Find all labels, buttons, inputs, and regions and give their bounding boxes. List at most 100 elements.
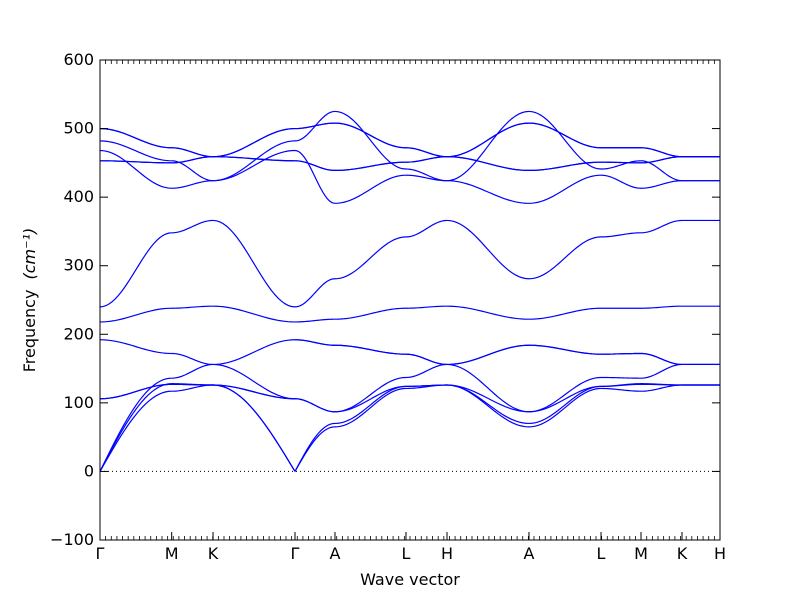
band-line xyxy=(213,339,296,366)
band-line xyxy=(405,384,448,387)
x-tick-label: M xyxy=(165,544,179,563)
band-line xyxy=(99,149,172,189)
band-line xyxy=(528,174,602,204)
band-line xyxy=(447,156,529,171)
x-tick-label: L xyxy=(402,544,411,563)
band-line xyxy=(99,390,172,472)
band-line xyxy=(213,384,296,400)
band-line xyxy=(601,383,642,387)
band-line xyxy=(334,122,406,149)
band-line xyxy=(528,110,602,170)
band-line xyxy=(213,305,296,323)
band-line xyxy=(640,219,683,234)
band-line xyxy=(641,305,682,309)
band-line xyxy=(171,352,214,366)
band-line xyxy=(294,278,336,308)
band-line xyxy=(405,305,448,309)
band-line xyxy=(213,140,296,182)
band-line xyxy=(171,363,214,379)
band-line xyxy=(640,363,683,379)
band-line xyxy=(334,344,406,355)
band-line xyxy=(99,307,172,323)
band-line xyxy=(334,110,407,170)
band-lines xyxy=(99,110,720,472)
y-tick-label: 300 xyxy=(63,256,94,275)
x-tick-label: M xyxy=(634,544,648,563)
band-line xyxy=(528,236,602,280)
x-tick-label: H xyxy=(441,544,453,563)
band-line xyxy=(446,180,529,204)
band-line xyxy=(212,219,296,308)
band-line xyxy=(446,219,530,280)
band-line xyxy=(446,363,530,413)
x-axis-label: Wave vector xyxy=(360,570,460,589)
band-line xyxy=(405,147,448,158)
minor-ticks xyxy=(105,60,715,540)
x-tick-label: A xyxy=(524,544,535,563)
band-line xyxy=(213,127,296,158)
y-axis-label-unit: (cm⁻¹) xyxy=(20,228,39,280)
band-line xyxy=(405,219,448,238)
band-line xyxy=(334,174,406,204)
band-line xyxy=(334,236,407,280)
y-axis-label-text: Frequency xyxy=(20,290,39,373)
band-line xyxy=(294,160,335,171)
band-line xyxy=(99,339,172,355)
band-line xyxy=(601,161,642,164)
x-tick-label: K xyxy=(677,544,688,563)
band-line xyxy=(446,384,530,425)
band-line xyxy=(334,307,406,320)
band-line xyxy=(171,305,214,309)
y-tick-label: −100 xyxy=(50,530,94,549)
band-line xyxy=(405,168,448,182)
band-line xyxy=(600,174,642,189)
band-line xyxy=(528,344,602,355)
band-line xyxy=(640,147,683,158)
y-tick-label: 500 xyxy=(63,119,94,138)
band-line xyxy=(446,384,529,413)
band-line xyxy=(99,232,172,308)
band-line xyxy=(640,180,683,189)
band-line xyxy=(171,180,214,189)
band-line xyxy=(640,352,683,366)
band-line xyxy=(528,385,602,425)
band-line xyxy=(446,305,529,320)
band-line xyxy=(213,149,296,182)
x-tick-label: L xyxy=(597,544,606,563)
band-line xyxy=(405,363,448,379)
band-line xyxy=(601,160,642,170)
band-line xyxy=(446,110,530,182)
band-line xyxy=(99,377,172,472)
band-line xyxy=(99,383,172,472)
band-line xyxy=(171,383,214,386)
band-line xyxy=(294,339,335,346)
band-line xyxy=(171,219,214,234)
band-line xyxy=(334,385,407,425)
band-line xyxy=(334,387,407,428)
band-line xyxy=(99,140,172,162)
x-tick-label: Γ xyxy=(96,544,105,563)
plot-frame xyxy=(99,59,721,541)
band-line xyxy=(294,318,335,323)
y-tick-label: 100 xyxy=(63,393,94,412)
band-line xyxy=(294,422,336,472)
band-line xyxy=(212,384,296,472)
band-line xyxy=(641,383,682,386)
y-tick-label: 600 xyxy=(63,50,94,69)
band-line xyxy=(213,156,295,162)
band-line xyxy=(446,344,529,366)
band-line xyxy=(294,122,335,130)
band-line xyxy=(213,363,296,400)
band-line xyxy=(405,353,448,366)
band-line xyxy=(528,385,602,413)
band-line xyxy=(528,122,602,149)
y-tick-label: 400 xyxy=(63,187,94,206)
band-line xyxy=(601,352,642,355)
band-line xyxy=(99,160,172,164)
band-line xyxy=(294,149,336,204)
band-line xyxy=(334,161,406,171)
band-line xyxy=(99,383,172,400)
band-line xyxy=(601,387,642,392)
band-line xyxy=(334,385,406,413)
band-line xyxy=(171,147,214,158)
